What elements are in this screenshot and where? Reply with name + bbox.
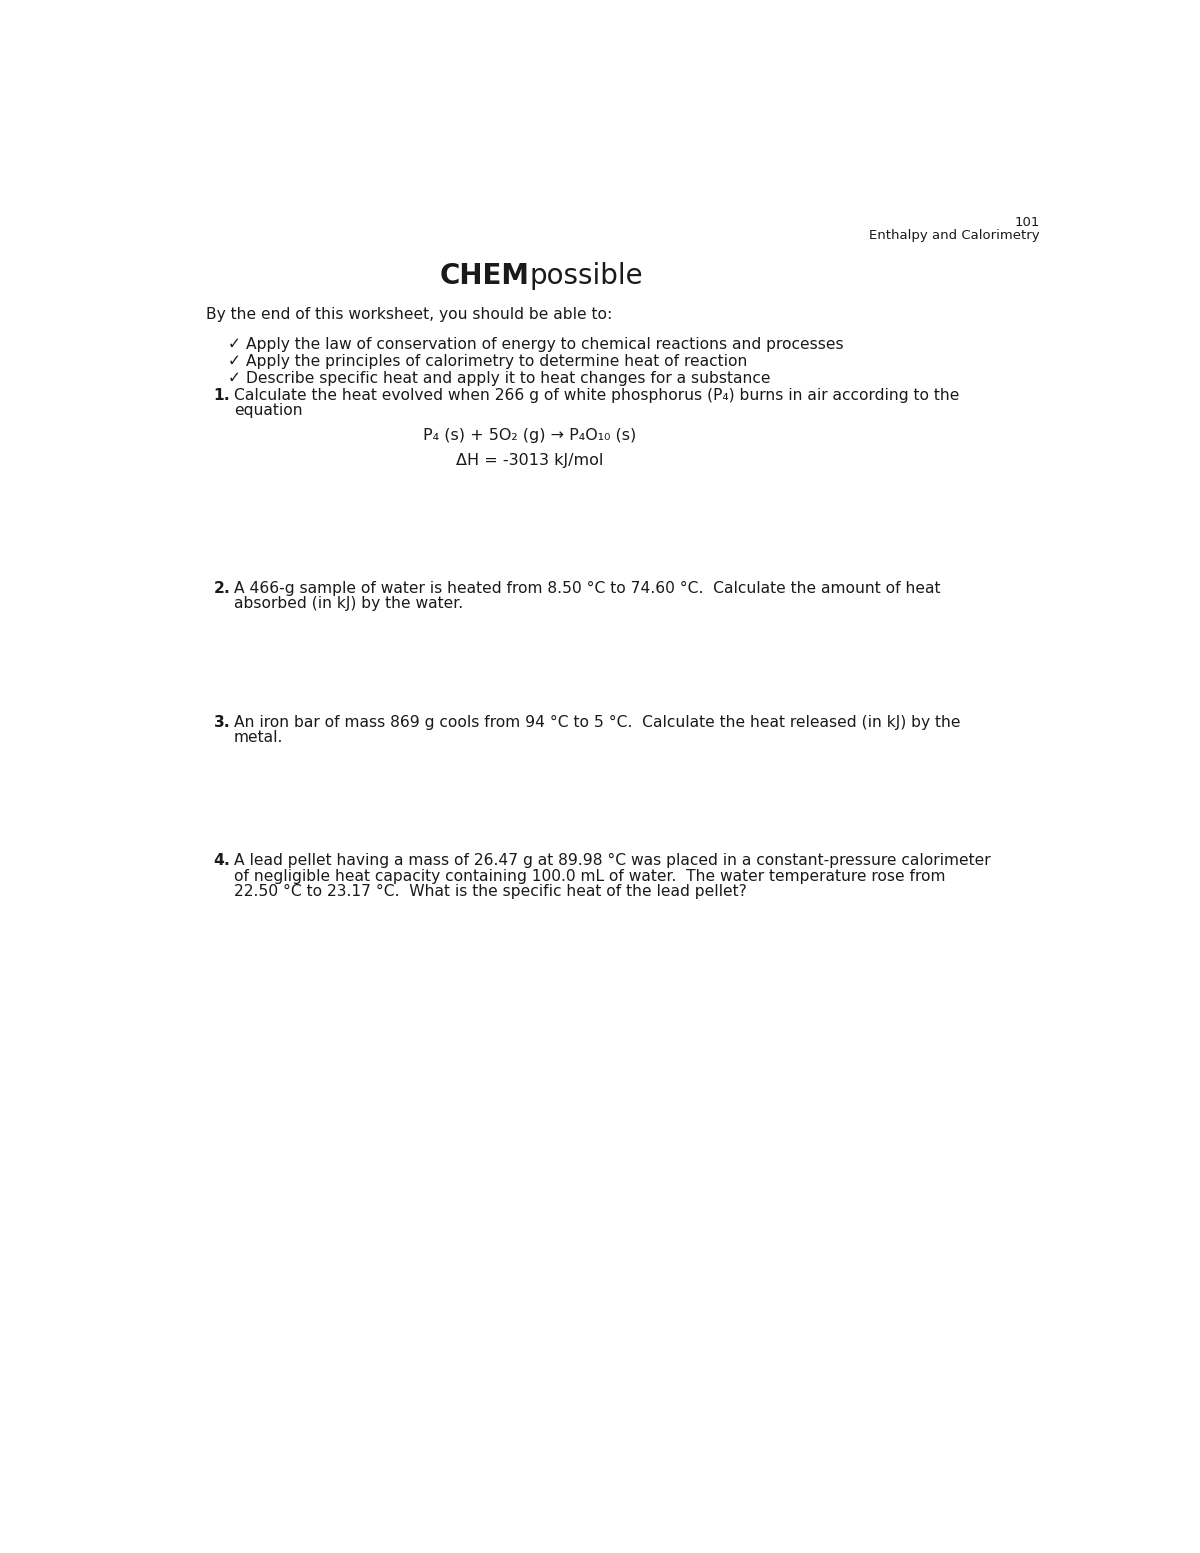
Text: 22.50 °C to 23.17 °C.  What is the specific heat of the lead pellet?: 22.50 °C to 23.17 °C. What is the specif…	[234, 884, 746, 899]
Text: A lead pellet having a mass of 26.47 g at 89.98 °C was placed in a constant-pres: A lead pellet having a mass of 26.47 g a…	[234, 853, 990, 868]
Text: of negligible heat capacity containing 100.0 mL of water.  The water temperature: of negligible heat capacity containing 1…	[234, 868, 946, 884]
Text: A 466-g sample of water is heated from 8.50 °C to 74.60 °C.  Calculate the amoun: A 466-g sample of water is heated from 8…	[234, 581, 941, 596]
Text: 2.: 2.	[214, 581, 230, 596]
Text: ✓: ✓	[228, 371, 240, 387]
Text: 4.: 4.	[214, 853, 230, 868]
Text: CHEM: CHEM	[439, 262, 529, 290]
Text: 3.: 3.	[214, 714, 230, 730]
Text: absorbed (in kJ) by the water.: absorbed (in kJ) by the water.	[234, 596, 463, 610]
Text: possible: possible	[529, 262, 643, 290]
Text: P₄ (s) + 5O₂ (g) → P₄O₁₀ (s): P₄ (s) + 5O₂ (g) → P₄O₁₀ (s)	[424, 429, 636, 443]
Text: Calculate the heat evolved when 266 g of white phosphorus (P₄) burns in air acco: Calculate the heat evolved when 266 g of…	[234, 388, 959, 404]
Text: Describe specific heat and apply it to heat changes for a substance: Describe specific heat and apply it to h…	[246, 371, 770, 387]
Text: By the end of this worksheet, you should be able to:: By the end of this worksheet, you should…	[206, 307, 612, 323]
Text: 101: 101	[1014, 216, 1039, 228]
Text: metal.: metal.	[234, 730, 283, 745]
Text: ✓: ✓	[228, 354, 240, 370]
Text: An iron bar of mass 869 g cools from 94 °C to 5 °C.  Calculate the heat released: An iron bar of mass 869 g cools from 94 …	[234, 714, 960, 730]
Text: ✓: ✓	[228, 337, 240, 353]
Text: 1.: 1.	[214, 388, 230, 404]
Text: Enthalpy and Calorimetry: Enthalpy and Calorimetry	[869, 230, 1039, 242]
Text: Apply the principles of calorimetry to determine heat of reaction: Apply the principles of calorimetry to d…	[246, 354, 748, 370]
Text: equation: equation	[234, 404, 302, 418]
Text: Apply the law of conservation of energy to chemical reactions and processes: Apply the law of conservation of energy …	[246, 337, 844, 353]
Text: ΔH = -3013 kJ/mol: ΔH = -3013 kJ/mol	[456, 453, 604, 467]
